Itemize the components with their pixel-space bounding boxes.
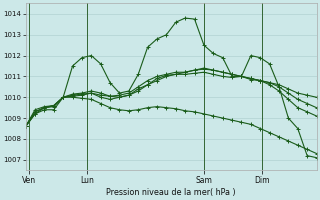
- X-axis label: Pression niveau de la mer( hPa ): Pression niveau de la mer( hPa ): [106, 188, 236, 197]
